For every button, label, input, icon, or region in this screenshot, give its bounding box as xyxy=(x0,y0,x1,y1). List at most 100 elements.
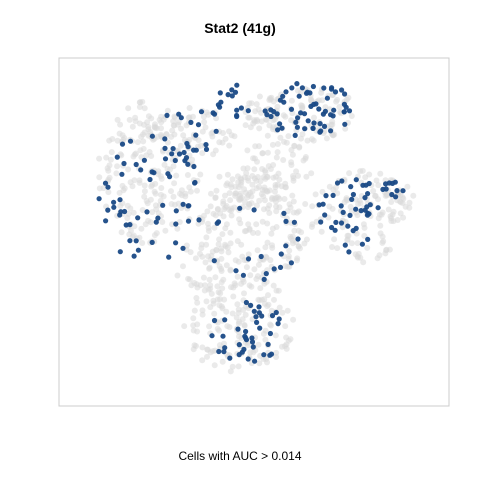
background-cell-point xyxy=(274,141,281,147)
background-cell-point xyxy=(194,187,200,194)
background-cell-point xyxy=(235,306,242,313)
background-cell-point xyxy=(213,187,220,194)
background-cell-point xyxy=(287,204,294,211)
background-cell-point xyxy=(120,187,127,194)
highlighted-cell-point xyxy=(259,313,265,319)
highlighted-cell-point xyxy=(329,224,335,231)
background-cell-point xyxy=(242,189,249,196)
chart-caption: Cells with AUC > 0.014 xyxy=(178,449,302,463)
background-cell-point xyxy=(226,142,233,149)
highlighted-cell-point xyxy=(248,302,254,308)
background-cell-point xyxy=(203,241,210,248)
background-cell-point xyxy=(272,332,279,339)
background-cell-point xyxy=(239,276,246,283)
background-cell-point xyxy=(139,240,146,246)
highlighted-cell-point xyxy=(243,337,250,343)
highlighted-cell-point xyxy=(323,193,329,199)
background-cell-point xyxy=(312,191,319,198)
highlighted-cell-point xyxy=(292,132,298,138)
highlighted-cell-point xyxy=(245,356,251,362)
highlighted-cell-point xyxy=(393,194,399,200)
highlighted-cell-point xyxy=(218,99,224,105)
background-cell-point xyxy=(126,116,133,123)
background-cell-point xyxy=(301,240,308,247)
background-cell-point xyxy=(253,276,260,282)
background-cell-point xyxy=(295,227,302,234)
background-cell-point xyxy=(222,241,228,248)
highlighted-cell-point xyxy=(105,184,111,190)
highlighted-cell-point xyxy=(328,112,334,118)
highlighted-cell-point xyxy=(178,115,184,121)
background-cell-point xyxy=(155,168,162,175)
highlighted-cell-point xyxy=(144,209,150,215)
background-cell-point xyxy=(264,188,271,195)
highlighted-cell-point xyxy=(127,238,133,244)
background-cell-point xyxy=(302,201,309,207)
highlighted-cell-point xyxy=(170,146,176,152)
background-cell-point xyxy=(141,188,148,195)
background-cell-point xyxy=(257,285,264,292)
background-cell-point xyxy=(259,166,266,172)
highlighted-cell-point xyxy=(338,203,344,209)
highlighted-cell-point xyxy=(188,119,194,125)
background-cell-point xyxy=(207,203,214,210)
background-cell-point xyxy=(280,157,287,163)
highlighted-cell-point xyxy=(169,151,175,157)
background-cell-point xyxy=(232,190,239,197)
background-cell-point xyxy=(273,224,280,230)
highlighted-cell-point xyxy=(155,215,161,221)
highlighted-cell-point xyxy=(176,151,183,157)
highlighted-cell-point xyxy=(117,249,123,255)
background-cell-point xyxy=(184,172,191,178)
highlighted-cell-point xyxy=(311,101,317,107)
background-cell-point xyxy=(158,185,165,191)
background-cell-point xyxy=(124,215,131,221)
background-cell-point xyxy=(348,113,355,119)
background-cell-point xyxy=(136,179,143,186)
background-cell-point xyxy=(285,253,292,260)
background-cell-point xyxy=(287,336,294,343)
background-cell-point xyxy=(295,172,301,179)
background-cell-point xyxy=(299,104,306,111)
highlighted-cell-point xyxy=(141,157,147,163)
highlighted-cell-point xyxy=(245,108,251,114)
highlighted-cell-point xyxy=(233,268,239,274)
background-cell-point xyxy=(388,199,395,205)
background-cell-point xyxy=(221,296,228,303)
highlighted-cell-point xyxy=(394,188,400,194)
background-cell-point xyxy=(191,307,198,314)
background-cell-point xyxy=(256,197,263,204)
highlighted-cell-point xyxy=(234,113,240,120)
highlighted-cell-point xyxy=(281,210,287,216)
highlighted-cell-point xyxy=(210,110,216,116)
background-cell-point xyxy=(254,174,261,180)
highlighted-cell-point xyxy=(211,258,217,264)
highlighted-cell-point xyxy=(220,333,226,339)
background-cell-point xyxy=(266,202,273,209)
highlighted-cell-point xyxy=(166,254,172,260)
background-cell-point xyxy=(346,170,353,177)
highlighted-cell-point xyxy=(264,112,270,118)
highlighted-cell-point xyxy=(111,199,117,205)
background-cell-point xyxy=(141,182,148,189)
background-cell-point xyxy=(174,272,181,279)
background-cell-point xyxy=(227,240,234,247)
background-cell-point xyxy=(290,316,297,323)
highlighted-cell-point xyxy=(191,147,197,153)
background-cell-point xyxy=(234,238,241,245)
highlighted-cell-point xyxy=(277,121,283,127)
background-cell-point xyxy=(310,137,317,144)
highlighted-cell-point xyxy=(268,113,274,120)
background-cell-point xyxy=(253,202,260,209)
background-cell-point xyxy=(354,240,361,247)
background-cell-point xyxy=(109,136,116,142)
background-cell-point xyxy=(380,238,387,245)
background-cell-point xyxy=(231,133,238,140)
background-cell-point xyxy=(364,244,371,251)
background-cell-point xyxy=(227,229,234,236)
background-cell-point xyxy=(354,212,361,219)
background-cell-point xyxy=(323,135,330,142)
background-cell-point xyxy=(245,221,252,228)
background-cell-point xyxy=(158,125,164,132)
background-cell-point xyxy=(197,171,204,178)
